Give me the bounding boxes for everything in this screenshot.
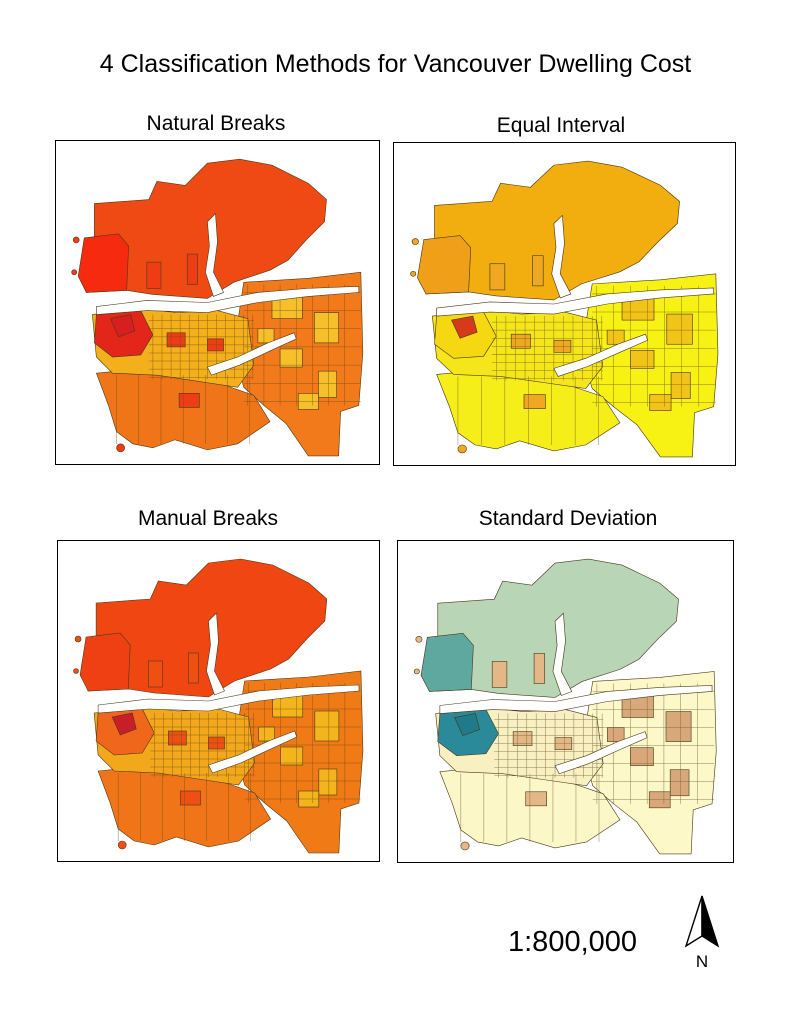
map-title: 4 Classification Methods for Vancouver D… [99, 50, 692, 78]
region-east-patch-3 [670, 372, 691, 399]
region-east-patch-2 [630, 747, 654, 767]
water-burrard-inlet [97, 684, 360, 714]
region-east-patch-3 [669, 769, 690, 797]
map-frame-equal-interval [393, 142, 736, 466]
region-accent-patch-4 [533, 653, 545, 684]
island-3 [116, 443, 125, 453]
region-east-patch-3 [318, 370, 337, 398]
water-fraser-river [206, 332, 297, 376]
region-downtown [451, 315, 478, 339]
region-east-patch-2 [280, 746, 304, 766]
panel-title-manual-breaks: Manual Breaks [137, 507, 279, 530]
water-fraser-river [553, 333, 649, 377]
region-downtown [454, 713, 481, 736]
region-accent-patch-0 [168, 730, 187, 746]
region-accent-patch-4 [188, 652, 199, 684]
region-east-patch-1 [314, 710, 340, 742]
region-east-patch-4 [258, 726, 275, 742]
water-burrard-inlet [439, 685, 713, 714]
island-2 [73, 668, 79, 674]
map-frame-standard-deviation [397, 540, 734, 863]
region-east-patch-2 [630, 349, 655, 369]
region-west-vancouver [79, 632, 131, 692]
region-accent-patch-3 [147, 660, 163, 688]
water-burrard-inlet [436, 287, 715, 317]
region-east-patch-3 [318, 768, 338, 796]
region-accent-patch-3 [146, 261, 162, 289]
map-equal-interval [410, 160, 719, 458]
island-1 [74, 635, 82, 643]
region-accent-patch-2 [180, 790, 201, 806]
region-accent-patch-3 [489, 263, 506, 291]
island-2 [410, 270, 417, 277]
panel-title-equal-interval: Equal Interval [496, 114, 626, 137]
region-west-vancouver [417, 235, 472, 295]
census-tract-grid [116, 284, 361, 444]
map-manual-breaks [73, 558, 364, 854]
region-east-patch-4 [257, 328, 275, 344]
island-3 [457, 444, 467, 454]
north-arrow-icon: N [684, 895, 720, 971]
region-west-vancouver [77, 233, 129, 293]
north-arrow: N [680, 892, 724, 972]
region-downtown [111, 712, 137, 736]
region-east-patch-1 [665, 711, 692, 742]
panel-title-natural-breaks: Natural Breaks [146, 112, 286, 135]
region-accent-patch-0 [510, 333, 531, 349]
region-accent-patch-0 [512, 731, 533, 746]
water-fraser-river [554, 731, 648, 775]
region-accent-patch-2 [178, 393, 200, 408]
region-east-patch-1 [666, 313, 693, 345]
island-1 [411, 238, 419, 245]
water-fraser-river [208, 730, 298, 774]
map-frame-manual-breaks [57, 540, 380, 862]
north-label: N [696, 952, 708, 971]
water-burrard-inlet [96, 286, 360, 315]
map-natural-breaks [71, 158, 364, 457]
water-indian-arm [206, 612, 225, 696]
island-2 [413, 668, 420, 675]
region-accent-patch-2 [523, 394, 546, 409]
water-indian-arm [551, 214, 572, 299]
region-east-patch-4 [607, 727, 625, 742]
water-indian-arm [552, 612, 573, 696]
region-downtown [110, 314, 136, 338]
region-accent-patch-4 [186, 253, 198, 285]
region-accent-patch-0 [166, 332, 186, 348]
region-west-vancouver [420, 632, 474, 692]
map-standard-deviation [413, 558, 717, 855]
water-indian-arm [205, 212, 224, 297]
region-accent-patch-2 [525, 791, 547, 807]
region-accent-patch-3 [491, 661, 508, 688]
scale-text: 1:800,000 [508, 926, 638, 958]
region-east-patch-2 [279, 348, 303, 368]
map-frame-natural-breaks [55, 140, 380, 465]
island-3 [460, 841, 470, 851]
region-east-patch-4 [606, 329, 625, 345]
region-east-patch-1 [314, 312, 339, 344]
island-3 [117, 840, 127, 850]
island-1 [72, 236, 80, 244]
island-1 [415, 635, 423, 643]
island-2 [71, 269, 77, 276]
panel-title-standard-deviation: Standard Deviation [478, 507, 658, 530]
region-accent-patch-4 [532, 255, 544, 287]
